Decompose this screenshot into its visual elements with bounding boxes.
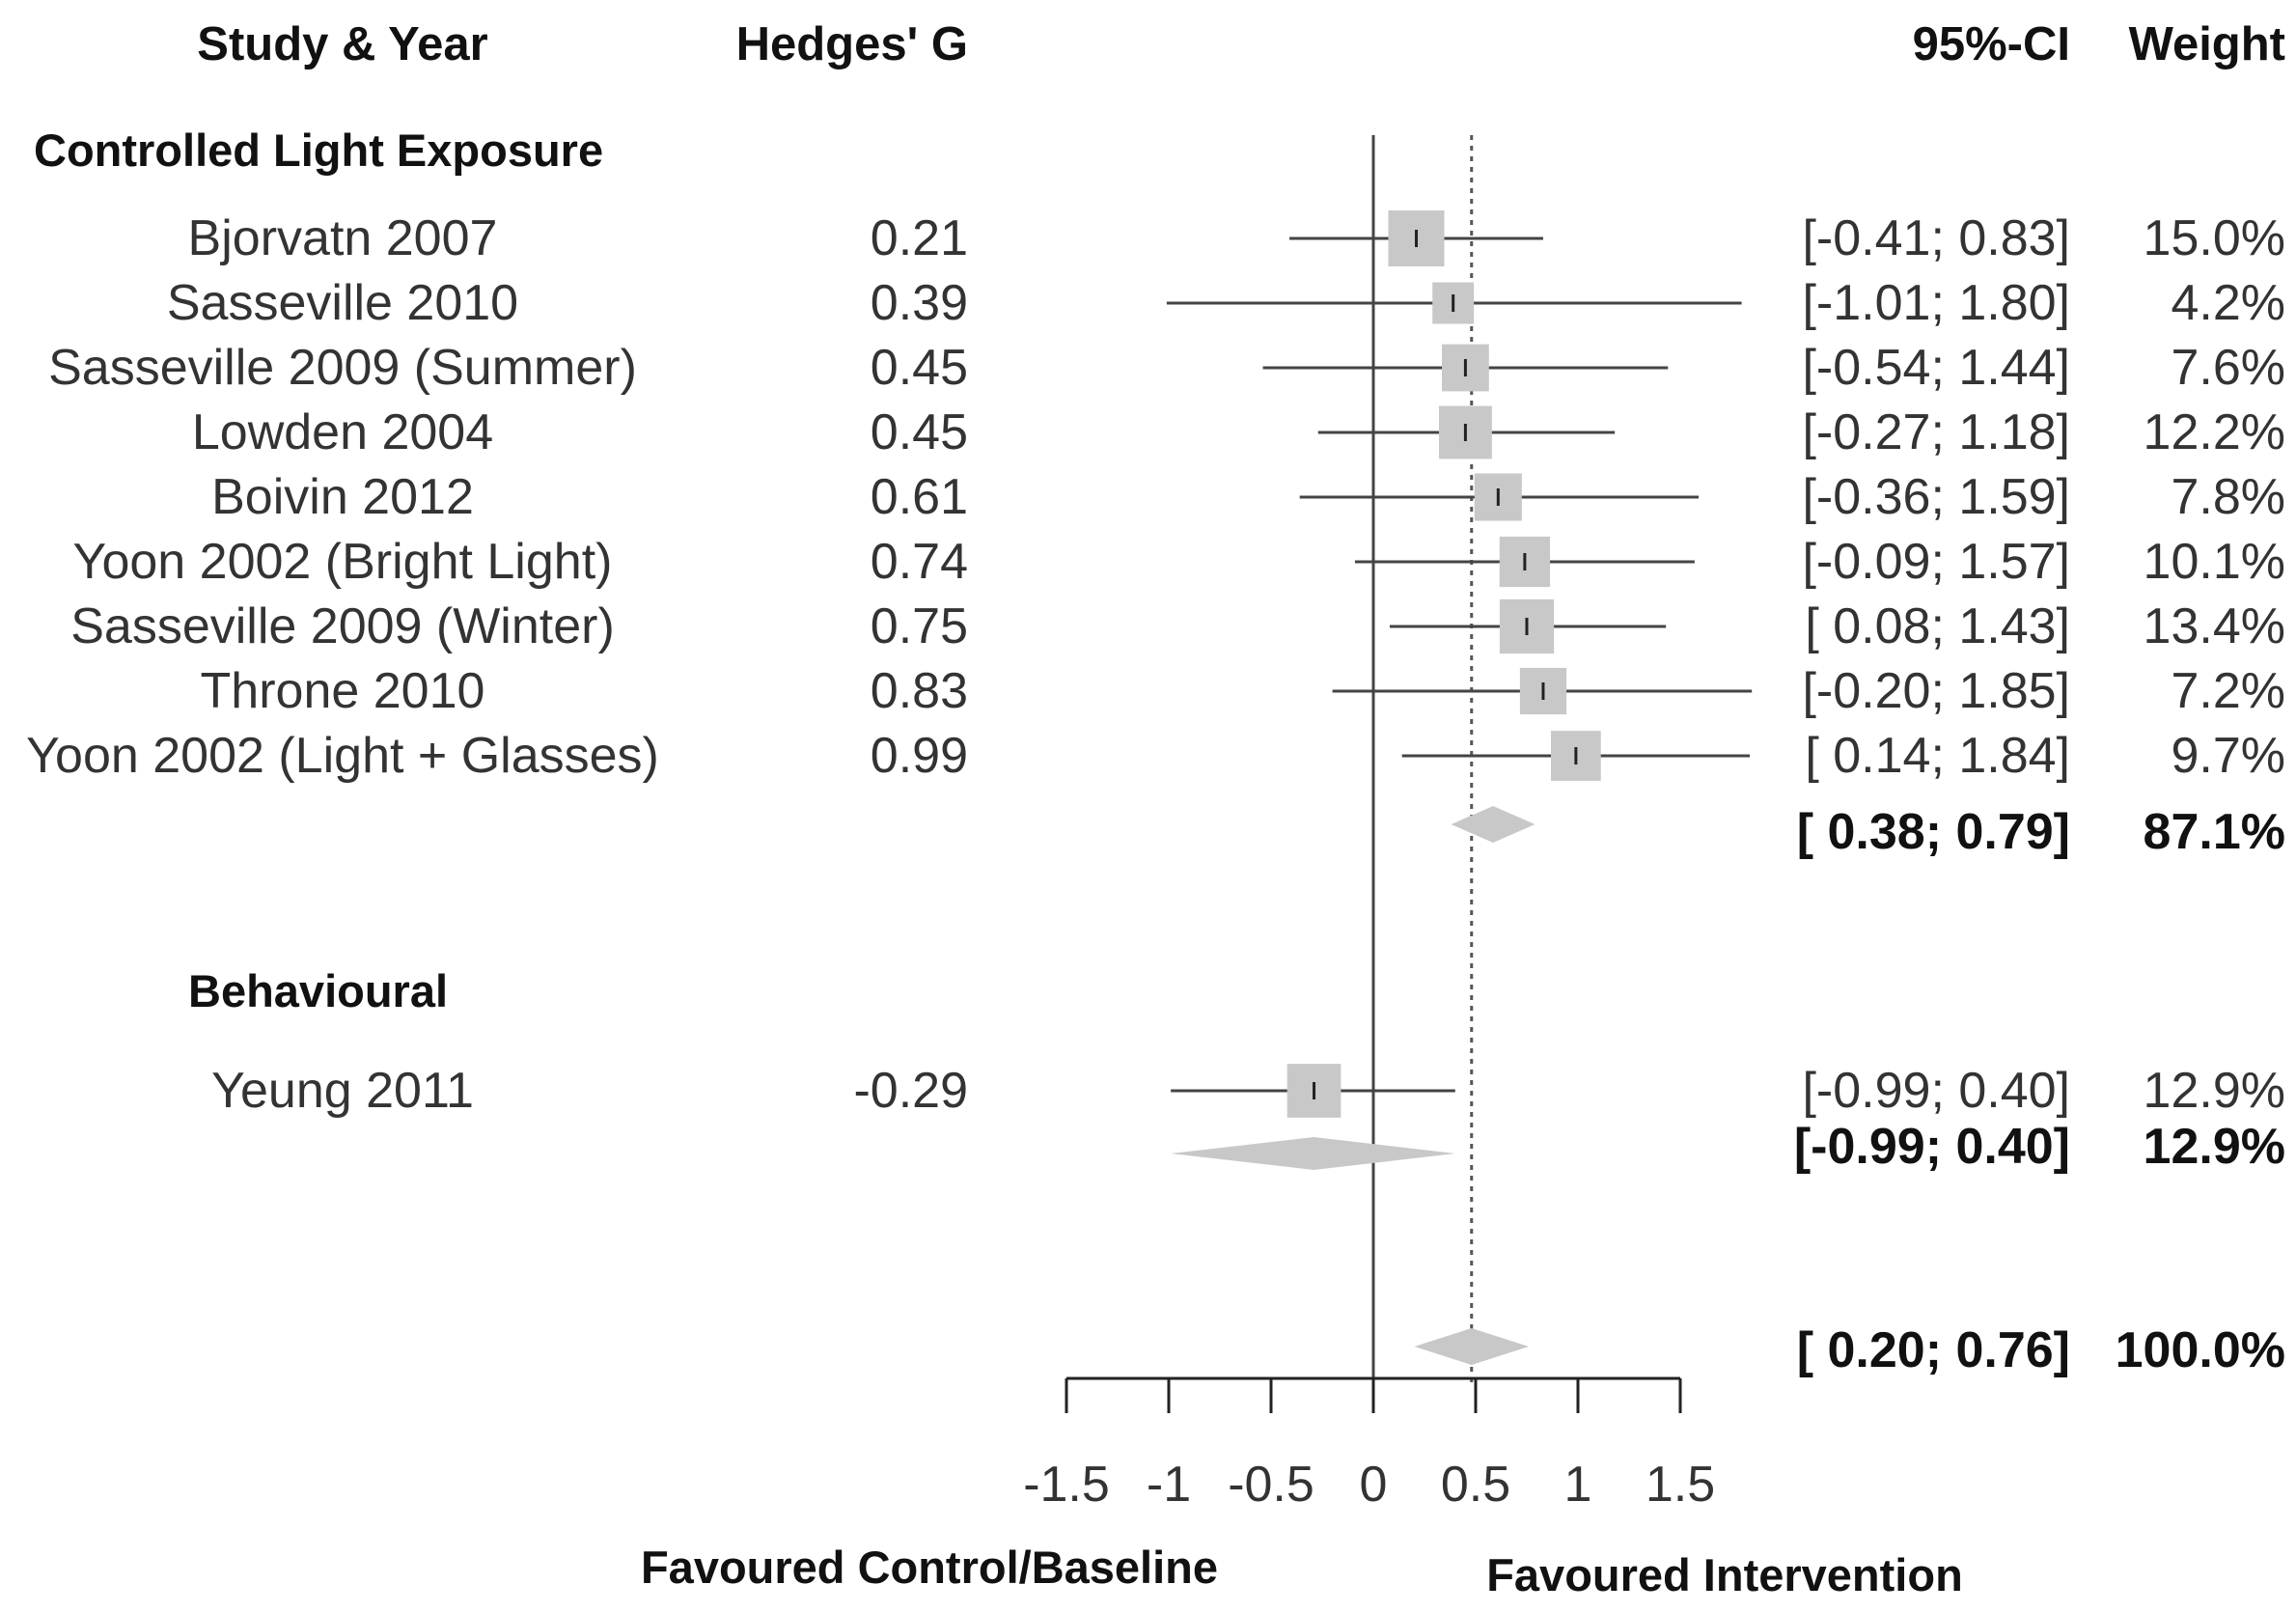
hedges-g-value: 0.45 <box>871 404 968 460</box>
summary-weight: 12.9% <box>2144 1119 2285 1175</box>
hedges-g-value: 0.39 <box>871 275 968 331</box>
hedges-g-value: 0.74 <box>871 534 968 590</box>
ci-value: [-0.41; 0.83] <box>1802 210 2070 266</box>
study-row: Sasseville 2009 (Summer) 0.45 [-0.54; 1.44… <box>48 340 2285 396</box>
favours-left-label: Favoured Control/Baseline <box>641 1542 1218 1593</box>
overall-weight: 100.0% <box>2116 1322 2285 1378</box>
header-ci: 95%-CI <box>1913 18 2070 70</box>
favours-right-label: Favoured Intervention <box>1486 1549 1963 1600</box>
overall-summary: [ 0.20; 0.76] 100.0% <box>1414 1322 2285 1378</box>
summary-diamond <box>1451 806 1535 843</box>
weight-value: 4.2% <box>2171 275 2285 331</box>
study-name: Yoon 2002 (Light + Glasses) <box>26 728 659 784</box>
study-row: Bjorvatn 2007 0.21 [-0.41; 0.83] 15.0% <box>188 210 2285 266</box>
weight-value: 12.2% <box>2144 404 2285 460</box>
header-study: Study & Year <box>197 18 487 70</box>
study-name: Lowden 2004 <box>192 404 493 460</box>
hedges-g-value: 0.61 <box>871 469 968 525</box>
ci-value: [-0.36; 1.59] <box>1802 469 2070 525</box>
study-name: Boivin 2012 <box>211 469 474 525</box>
study-name: Sasseville 2009 (Summer) <box>48 340 637 396</box>
axis-tick-label: 1.5 <box>1646 1457 1715 1513</box>
ci-value: [-0.27; 1.18] <box>1802 404 2070 460</box>
header-weight: Weight <box>2129 18 2285 70</box>
header-effect: Hedges' G <box>736 18 968 70</box>
weight-value: 15.0% <box>2144 210 2285 266</box>
group-title: Behavioural <box>188 965 448 1016</box>
hedges-g-value: 0.21 <box>871 210 968 266</box>
weight-value: 7.2% <box>2171 663 2285 719</box>
axis-tick-label: 1 <box>1564 1457 1592 1513</box>
summary-weight: 87.1% <box>2144 804 2285 860</box>
axis-tick-label: -0.5 <box>1228 1457 1314 1513</box>
ci-value: [-1.01; 1.80] <box>1802 275 2070 331</box>
weight-value: 9.7% <box>2171 728 2285 784</box>
weight-value: 7.6% <box>2171 340 2285 396</box>
hedges-g-value: 0.75 <box>871 598 968 654</box>
hedges-g-value: 0.83 <box>871 663 968 719</box>
study-name: Yoon 2002 (Bright Light) <box>73 534 613 590</box>
study-name: Sasseville 2010 <box>167 275 518 331</box>
overall-ci: [ 0.20; 0.76] <box>1797 1322 2070 1378</box>
hedges-g-value: 0.99 <box>871 728 968 784</box>
summary-diamond <box>1171 1137 1455 1170</box>
weight-value: 12.9% <box>2144 1063 2285 1119</box>
group-2: Behavioural Yeung 2011 -0.29 [-0.99; 0.40] 1… <box>188 965 2285 1175</box>
group-1: Controlled Light Exposure Bjorvatn 2007 0.… <box>26 125 2285 860</box>
ci-value: [ 0.14; 1.84] <box>1805 728 2070 784</box>
group-summary: [-0.99; 0.40] 12.9% <box>1171 1119 2285 1175</box>
weight-value: 13.4% <box>2144 598 2285 654</box>
ci-value: [-0.54; 1.44] <box>1802 340 2070 396</box>
study-row: Boivin 2012 0.61 [-0.36; 1.59] 7.8% <box>211 469 2285 525</box>
study-row: Yoon 2002 (Light + Glasses) 0.99 [ 0.14; 1… <box>26 728 2285 784</box>
study-name: Throne 2010 <box>201 663 485 719</box>
axis-tick-label: -1.5 <box>1023 1457 1110 1513</box>
study-row: Yeung 2011 -0.29 [-0.99; 0.40] 12.9% <box>211 1063 2285 1119</box>
group-title: Controlled Light Exposure <box>34 125 603 176</box>
x-axis: -1.5 -1 -0.5 0 0.5 1 1.5 <box>1023 1376 1715 1513</box>
study-row: Sasseville 2010 0.39 [-1.01; 1.80] 4.2% <box>167 275 2285 331</box>
hedges-g-value: -0.29 <box>853 1063 968 1119</box>
ci-value: [-0.09; 1.57] <box>1802 534 2070 590</box>
study-row: Lowden 2004 0.45 [-0.27; 1.18] 12.2% <box>192 404 2285 460</box>
overall-diamond <box>1414 1328 1530 1365</box>
axis-tick-label: 0.5 <box>1441 1457 1510 1513</box>
study-row: Sasseville 2009 (Winter) 0.75 [ 0.08; 1.43… <box>70 598 2285 654</box>
study-rows: Controlled Light Exposure Bjorvatn 2007 0.… <box>26 125 2285 1378</box>
study-name: Sasseville 2009 (Winter) <box>70 598 615 654</box>
group-summary: [ 0.38; 0.79] 87.1% <box>1451 804 2285 860</box>
study-name: Yeung 2011 <box>211 1063 474 1119</box>
weight-value: 7.8% <box>2171 469 2285 525</box>
summary-ci: [ 0.38; 0.79] <box>1797 804 2070 860</box>
weight-value: 10.1% <box>2144 534 2285 590</box>
ci-value: [ 0.08; 1.43] <box>1805 598 2070 654</box>
reference-lines <box>1371 135 1474 1382</box>
hedges-g-value: 0.45 <box>871 340 968 396</box>
study-row: Throne 2010 0.83 [-0.20; 1.85] 7.2% <box>201 663 2285 719</box>
summary-ci: [-0.99; 0.40] <box>1794 1119 2070 1175</box>
axis-tick-label: 0 <box>1360 1457 1388 1513</box>
axis-tick-label: -1 <box>1147 1457 1191 1513</box>
study-row: Yoon 2002 (Bright Light) 0.74 [-0.09; 1.57… <box>73 534 2285 590</box>
ci-value: [-0.99; 0.40] <box>1802 1063 2070 1119</box>
ci-value: [-0.20; 1.85] <box>1802 663 2070 719</box>
study-name: Bjorvatn 2007 <box>188 210 498 266</box>
